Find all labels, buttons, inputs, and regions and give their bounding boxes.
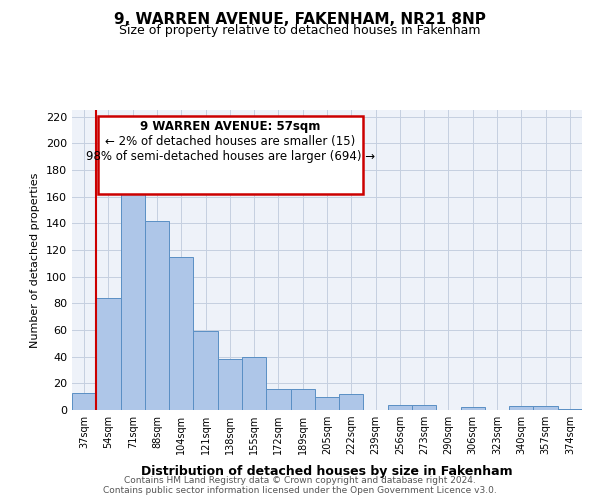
Text: 98% of semi-detached houses are larger (694) →: 98% of semi-detached houses are larger (…	[86, 150, 374, 163]
Bar	[96, 298, 121, 410]
Bar	[461, 408, 485, 410]
Bar	[169, 256, 193, 410]
X-axis label: Distribution of detached houses by size in Fakenham: Distribution of detached houses by size …	[141, 466, 513, 478]
Bar	[121, 184, 145, 410]
Bar	[412, 404, 436, 410]
Bar	[193, 332, 218, 410]
Bar	[558, 408, 582, 410]
Bar	[218, 360, 242, 410]
Bar	[388, 404, 412, 410]
Bar	[72, 392, 96, 410]
Text: Size of property relative to detached houses in Fakenham: Size of property relative to detached ho…	[119, 24, 481, 37]
Text: Contains public sector information licensed under the Open Government Licence v3: Contains public sector information licen…	[103, 486, 497, 495]
Bar	[242, 356, 266, 410]
Bar	[266, 388, 290, 410]
Bar	[145, 220, 169, 410]
Bar	[290, 388, 315, 410]
Text: 9 WARREN AVENUE: 57sqm: 9 WARREN AVENUE: 57sqm	[140, 120, 320, 133]
Text: 9, WARREN AVENUE, FAKENHAM, NR21 8NP: 9, WARREN AVENUE, FAKENHAM, NR21 8NP	[114, 12, 486, 28]
Bar	[533, 406, 558, 410]
Text: ← 2% of detached houses are smaller (15): ← 2% of detached houses are smaller (15)	[105, 135, 355, 148]
Bar	[509, 406, 533, 410]
Y-axis label: Number of detached properties: Number of detached properties	[31, 172, 40, 348]
Text: Contains HM Land Registry data © Crown copyright and database right 2024.: Contains HM Land Registry data © Crown c…	[124, 476, 476, 485]
Bar	[339, 394, 364, 410]
Bar	[315, 396, 339, 410]
